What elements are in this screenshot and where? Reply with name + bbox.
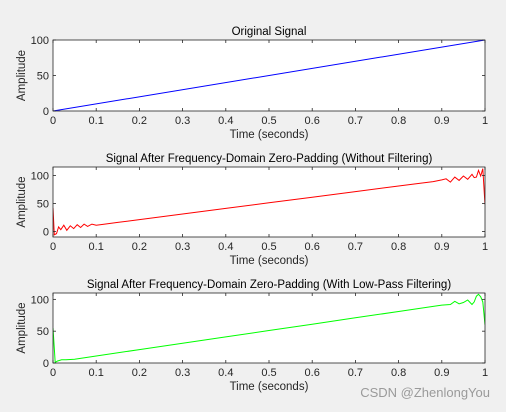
subplot-2: 0 0.1 0.2 0.3 0.4 0.5 0.6 0.7 0.8 0.9 1 0 50 100 Signa… [16, 153, 488, 267]
x-tick-label: 1 [482, 241, 488, 253]
series-line [53, 293, 485, 363]
plot-area [53, 167, 485, 237]
y-tick-label: 0 [43, 358, 49, 370]
x-tick-label: 0.2 [132, 241, 147, 253]
y-tick-label: 50 [37, 198, 49, 210]
y-tick-label: 100 [31, 170, 49, 182]
x-tick-label: 0.9 [434, 241, 449, 253]
x-tick-label: 0.7 [348, 241, 363, 253]
subplot-3: 0 0.1 0.2 0.3 0.4 0.5 0.6 0.7 0.8 0.9 1 0 50 100 Signa… [16, 279, 488, 393]
y-axis-label: Amplitude [16, 302, 28, 353]
x-tick-label: 0.4 [218, 367, 233, 379]
x-tick-label: 0.5 [261, 241, 276, 253]
x-tick-label: 0.9 [434, 367, 449, 379]
chart-title: Original Signal [232, 26, 307, 38]
x-tick-label: 0.7 [348, 115, 363, 127]
watermark-text: CSDN @ZhenlongYou [360, 385, 490, 400]
x-tick-label: 0.6 [305, 241, 320, 253]
y-tick-label: 0 [43, 226, 49, 238]
x-tick-label: 0.3 [175, 241, 190, 253]
x-tick-label: 0 [50, 115, 56, 127]
x-tick-label: 0.5 [261, 367, 276, 379]
x-tick-label: 0.3 [175, 367, 190, 379]
subplot-1: 0 0.1 0.2 0.3 0.4 0.5 0.6 0.7 0.8 0.9 1 0 50 100 Origi… [16, 26, 488, 141]
x-axis-label: Time (seconds) [230, 129, 309, 141]
x-tick-label: 0.2 [132, 115, 147, 127]
x-tick-label: 0 [50, 367, 56, 379]
x-axis-label: Time (seconds) [230, 255, 309, 267]
x-tick-label: 0.9 [434, 115, 449, 127]
x-tick-label: 0.7 [348, 367, 363, 379]
x-tick-label: 0.4 [218, 241, 233, 253]
y-tick-label: 0 [43, 106, 49, 118]
x-tick-label: 0.8 [391, 367, 406, 379]
y-tick-label: 50 [37, 326, 49, 338]
series-line [53, 40, 485, 111]
series-line [53, 168, 485, 236]
x-tick-label: 0.1 [89, 367, 104, 379]
x-tick-label: 0.5 [261, 115, 276, 127]
x-tick-label: 0.3 [175, 115, 190, 127]
x-tick-label: 1 [482, 115, 488, 127]
chart-title: Signal After Frequency-Domain Zero-Paddi… [106, 153, 433, 165]
x-tick-label: 0.2 [132, 367, 147, 379]
x-tick-label: 1 [482, 367, 488, 379]
x-tick-label: 0.8 [391, 241, 406, 253]
x-tick-label: 0.8 [391, 115, 406, 127]
y-tick-label: 50 [37, 71, 49, 83]
y-tick-label: 100 [31, 35, 49, 47]
x-tick-label: 0.6 [305, 367, 320, 379]
y-tick-label: 100 [31, 294, 49, 306]
x-tick-label: 0.1 [89, 241, 104, 253]
y-axis-label: Amplitude [16, 50, 28, 101]
x-tick-label: 0.6 [305, 115, 320, 127]
x-tick-label: 0 [50, 241, 56, 253]
x-tick-label: 0.1 [89, 115, 104, 127]
y-axis-label: Amplitude [16, 176, 28, 227]
chart-title: Signal After Frequency-Domain Zero-Paddi… [87, 279, 451, 291]
x-tick-label: 0.4 [218, 115, 233, 127]
x-axis-label: Time (seconds) [230, 381, 309, 393]
